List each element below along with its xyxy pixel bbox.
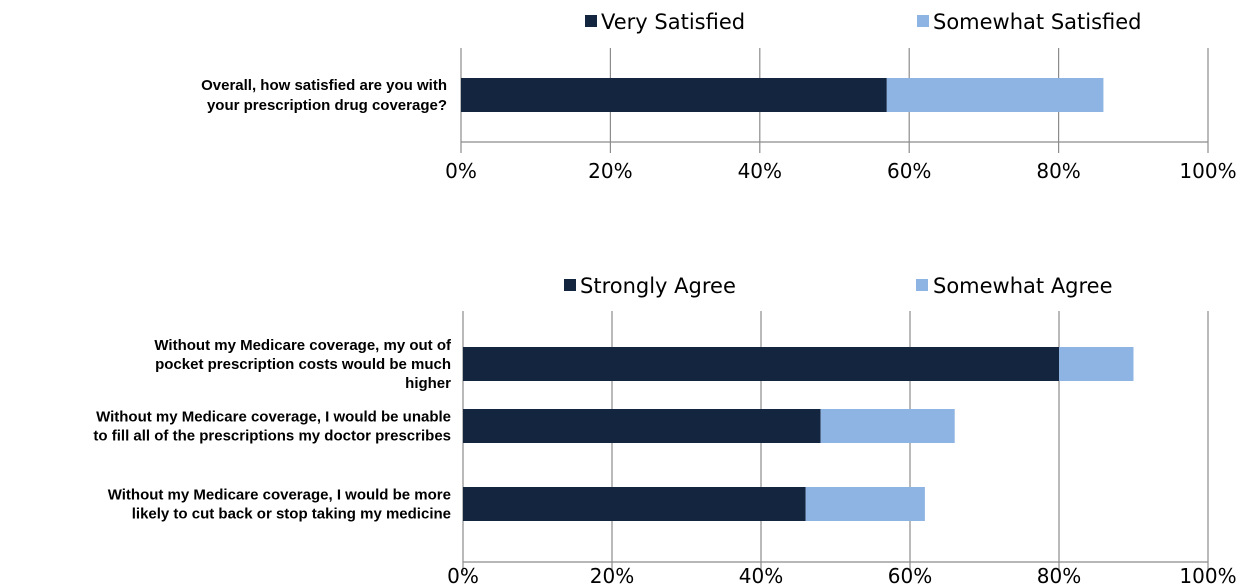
bar-cat1-series2 (886, 78, 1104, 112)
bar-cat1-series1 (461, 78, 887, 112)
bar-cat3-series2 (805, 487, 925, 521)
x-tick-label-3: 40% (739, 564, 783, 588)
bar-cat2-series1 (463, 409, 821, 443)
category-label-2: Without my Medicare coverage, I would be… (93, 409, 451, 445)
category-label-1: Overall, how satisfied are you with your … (201, 77, 447, 114)
bar-cat1-series2 (1059, 347, 1134, 381)
x-tick-label-4: 60% (888, 564, 932, 588)
x-tick-label-5: 80% (1036, 159, 1080, 183)
legend-label-1: Strongly Agree (580, 274, 736, 298)
chart-panel-2: Strongly Agree Somewhat Agree 0% 20% 40% 60% 8… (93, 274, 1236, 588)
legend-swatch-2 (916, 279, 928, 291)
x-tick-label-3: 40% (738, 159, 782, 183)
legend-swatch-1 (585, 15, 597, 27)
category-label-1: Without my Medicare coverage, my out of p… (154, 337, 452, 392)
x-tick-label-1: 0% (447, 564, 479, 588)
x-tick-label-2: 20% (588, 159, 632, 183)
x-tick-label-5: 80% (1037, 564, 1081, 588)
x-tick-label-2: 20% (590, 564, 634, 588)
legend-swatch-1 (564, 279, 576, 291)
legend-swatch-2 (917, 15, 929, 27)
legend-label-2: Somewhat Satisfied (933, 10, 1142, 34)
bar-cat2-series2 (820, 409, 955, 443)
legend-label-2: Somewhat Agree (933, 274, 1113, 298)
x-tick-label-6: 100% (1179, 564, 1236, 588)
legend-label-1: Very Satisfied (601, 10, 745, 34)
category-label-3: Without my Medicare coverage, I would be… (108, 487, 451, 523)
x-tick-label-4: 60% (887, 159, 931, 183)
chart-panel-1: Very Satisfied Somewhat Satisfied 0% 20% 40%… (201, 10, 1237, 183)
bar-cat1-series1 (463, 347, 1059, 381)
x-tick-label-6: 100% (1179, 159, 1236, 183)
bar-cat3-series1 (463, 487, 806, 521)
x-tick-label-1: 0% (445, 159, 477, 183)
